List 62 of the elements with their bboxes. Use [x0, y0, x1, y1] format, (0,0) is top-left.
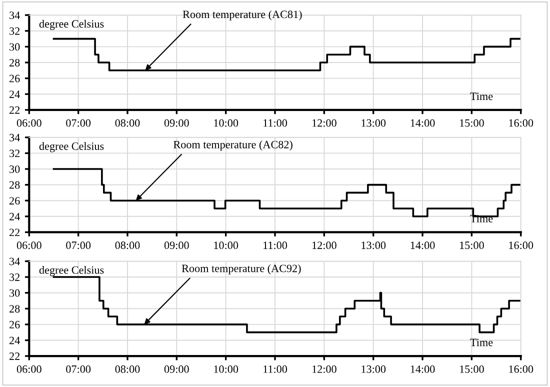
y-tick-label: 34 [10, 12, 20, 20]
y-axis-title: degree Celsius [39, 266, 104, 276]
x-tick-label: 08:00 [115, 365, 140, 373]
x-tick-label: 15:00 [460, 119, 484, 127]
y-tick-label: 32 [10, 274, 20, 281]
x-tick-label: 15:00 [460, 365, 484, 373]
x-tick-label: 13:00 [362, 365, 386, 373]
annotation: Room temperature (AC81) [182, 10, 302, 20]
annotation: Room temperature (AC92) [182, 264, 301, 274]
y-tick-label: 26 [10, 197, 20, 205]
x-tick-label: 10:00 [214, 242, 238, 250]
y-tick-label: 34 [10, 258, 20, 266]
x-tick-label: 07:00 [66, 242, 91, 250]
x-tick-label: 06:00 [16, 365, 42, 373]
y-tick-label: 30 [10, 289, 20, 297]
y-tick-label: 28 [10, 305, 20, 313]
y-axis-title: degree Celsius [39, 142, 104, 152]
x-tick-label: 11:00 [264, 242, 288, 250]
x-tick-label: 11:00 [264, 365, 288, 373]
y-tick-label: 26 [10, 74, 20, 82]
x-tick-label: 16:00 [509, 365, 534, 373]
y-tick-label: 22 [10, 228, 20, 236]
y-tick-label: 26 [10, 320, 20, 328]
x-tick-label: 14:00 [410, 365, 435, 373]
y-tick-label: 24 [10, 90, 20, 98]
x-axis-title: Time [470, 92, 493, 100]
x-tick-label: 10:00 [214, 119, 238, 127]
y-axis-title: degree Celsius [39, 20, 104, 30]
x-tick-label: 09:00 [164, 119, 189, 127]
x-tick-label: 06:00 [16, 119, 42, 127]
y-tick-label: 32 [10, 27, 20, 35]
x-axis-title: Time [470, 338, 493, 346]
y-tick-label: 32 [10, 150, 20, 158]
x-tick-label: 09:00 [164, 242, 189, 250]
x-tick-label: 07:00 [66, 365, 91, 373]
y-tick-label: 28 [10, 181, 20, 189]
annotation: Room temperature (AC82) [174, 140, 292, 151]
x-tick-label: 11:00 [264, 119, 288, 127]
x-tick-label: 12:00 [312, 242, 336, 250]
y-tick-label: 30 [10, 165, 20, 173]
x-tick-label: 12:00 [312, 365, 336, 373]
y-tick-label: 30 [10, 43, 20, 51]
x-tick-label: 08:00 [115, 242, 140, 250]
x-tick-label: 16:00 [509, 242, 534, 250]
y-tick-label: 22 [10, 352, 20, 360]
x-tick-label: 12:00 [312, 119, 336, 127]
x-tick-label: 09:00 [164, 365, 189, 373]
y-tick-label: 24 [10, 212, 20, 220]
x-tick-label: 13:00 [362, 242, 386, 250]
y-tick-label: 34 [10, 134, 20, 142]
x-tick-label: 06:00 [16, 242, 42, 250]
y-tick-label: 22 [10, 106, 20, 114]
x-tick-label: 16:00 [509, 119, 534, 127]
x-tick-label: 13:00 [362, 119, 386, 127]
x-tick-label: 08:00 [115, 119, 140, 127]
y-tick-label: 28 [10, 58, 20, 66]
x-tick-label: 10:00 [214, 365, 238, 373]
y-tick-label: 24 [10, 336, 20, 344]
x-tick-label: 14:00 [410, 242, 435, 250]
x-tick-label: 15:00 [460, 242, 484, 250]
x-tick-label: 07:00 [66, 119, 91, 127]
x-tick-label: 14:00 [410, 119, 435, 127]
